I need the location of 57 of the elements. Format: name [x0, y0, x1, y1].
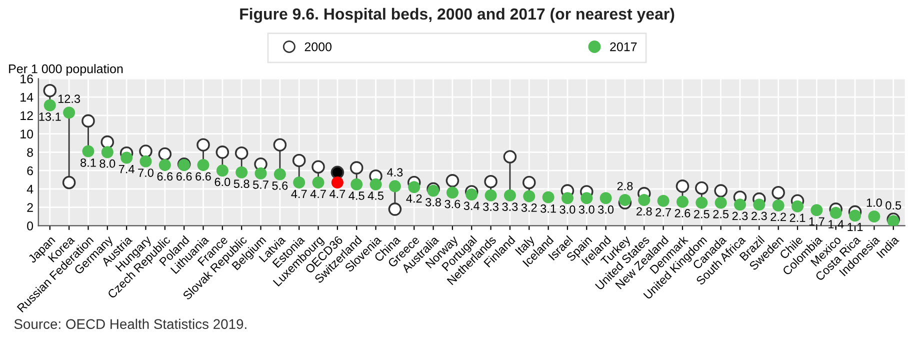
data-label: 3.2: [521, 204, 537, 212]
data-label: 3.8: [426, 198, 441, 206]
data-label: 4.2: [406, 194, 422, 203]
data-label: 2.6: [674, 209, 690, 218]
data-label: 6.0: [214, 178, 230, 186]
data-label: 2.5: [713, 210, 729, 218]
data-label: 1.0: [866, 198, 882, 207]
data-label: 6.6: [157, 172, 173, 181]
data-label: 2.2: [770, 212, 786, 221]
data-label: 3.4: [464, 202, 480, 210]
data-label: 13.1: [39, 112, 61, 121]
data-label: 2.7: [656, 208, 671, 216]
y-tick-label: 6: [27, 166, 33, 176]
y-axis-title: Per 1 000 population: [9, 64, 123, 76]
y-tick-label: 12: [20, 111, 33, 120]
data-label: 2.3: [752, 212, 767, 220]
data-label: 6.6: [196, 172, 211, 181]
data-label: 4.3: [387, 168, 403, 177]
y-tick-label: 4: [26, 184, 34, 194]
data-label: 4.7: [330, 190, 346, 198]
data-label: 3.6: [444, 200, 460, 208]
data-label: 2.5: [694, 210, 710, 218]
data-label: 3.0: [578, 205, 594, 214]
data-label: 0.5: [886, 201, 902, 210]
y-tick-label: 14: [20, 92, 34, 102]
data-label: 4.5: [348, 192, 364, 200]
data-label: 2.1: [790, 214, 806, 222]
y-tick-label: 8: [27, 148, 33, 157]
data-label: 7.0: [138, 168, 154, 177]
y-tick-label: 2: [27, 203, 33, 212]
data-label: 3.3: [483, 202, 498, 211]
y-tick-label: 0: [27, 222, 34, 230]
legend-label: 2017: [610, 42, 637, 52]
data-label: 3.0: [598, 205, 614, 214]
data-label: 4.7: [310, 190, 326, 198]
data-label: 1.7: [809, 217, 824, 226]
data-label: 8.0: [100, 159, 116, 168]
data-label: 5.6: [272, 181, 288, 190]
data-label: 6.6: [176, 172, 192, 181]
data-label: 5.7: [253, 180, 268, 189]
source-note: Source: OECD Health Statistics 2019.: [14, 318, 246, 329]
data-label: 5.8: [234, 180, 250, 188]
data-label: 3.3: [502, 202, 518, 211]
data-label: 2.8: [617, 182, 633, 190]
data-label: 8.1: [80, 158, 96, 167]
data-label: 2.3: [732, 212, 748, 220]
data-label: 2.8: [636, 207, 652, 216]
y-tick-label: 10: [20, 130, 34, 138]
legend-label: 2000: [304, 42, 332, 52]
data-label: 4.5: [368, 192, 384, 200]
data-label: 12.3: [58, 94, 80, 103]
data-label: 3.1: [540, 204, 556, 213]
data-label: 3.0: [560, 205, 576, 214]
data-label: 7.4: [118, 165, 134, 174]
data-label: 4.7: [291, 190, 307, 198]
y-tick-label: 16: [20, 74, 33, 84]
chart-title: Figure 9.6. Hospital beds, 2000 and 2017 (or nearest year): [240, 8, 674, 23]
